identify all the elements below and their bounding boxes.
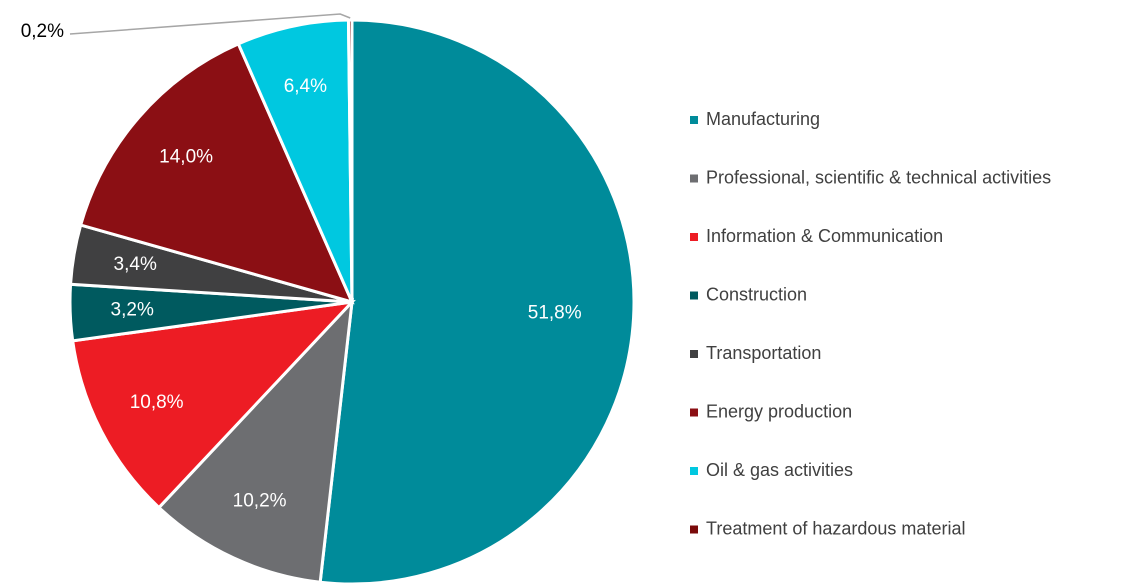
legend-marker (690, 350, 698, 358)
data-label: 14,0% (159, 147, 213, 168)
pie-slice (70, 299, 357, 510)
pie-slice (346, 18, 354, 303)
legend-label: Transportation (706, 343, 821, 363)
legend-marker (690, 467, 698, 475)
legend-label: Energy production (706, 401, 852, 421)
legend-marker (690, 525, 698, 534)
pie-slice (236, 18, 354, 303)
legend-label: Oil & gas activities (706, 460, 853, 480)
data-label: 3,4% (114, 254, 157, 275)
legend-label: Information & Communication (706, 226, 943, 246)
legend-label: Professional, scientific & technical act… (706, 167, 1051, 187)
data-label: 51,8% (528, 302, 582, 323)
legend-label: Treatment of hazardous material (706, 518, 965, 538)
data-label: 0,2% (21, 21, 64, 42)
legend-marker (690, 408, 698, 417)
pie-slice (78, 41, 355, 305)
legend-marker (690, 174, 698, 183)
legend-label: Manufacturing (706, 109, 820, 129)
legend-label: Construction (706, 284, 807, 304)
data-label: 10,2% (233, 491, 287, 512)
data-label: 10,8% (130, 392, 184, 413)
data-label: 3,2% (111, 299, 154, 320)
data-label: 6,4% (284, 76, 327, 97)
pie-slice (156, 297, 355, 583)
pie-slice (318, 18, 636, 583)
legend-marker (690, 291, 698, 300)
legend-marker (690, 233, 698, 241)
leader-line (69, 13, 351, 35)
legend-marker (690, 116, 698, 124)
